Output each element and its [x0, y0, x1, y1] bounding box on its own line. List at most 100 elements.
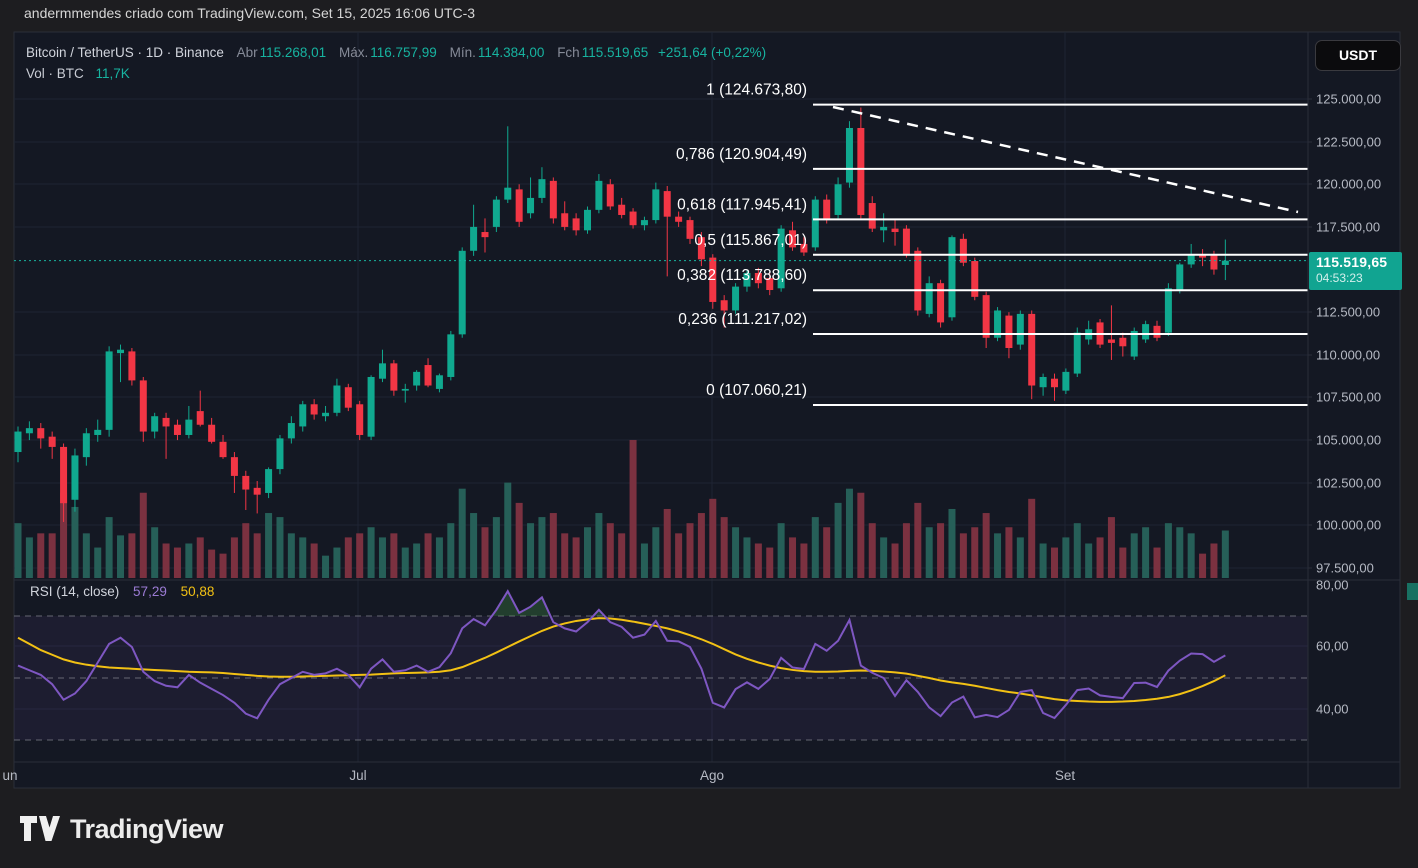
- volume-value: 11,7K: [95, 66, 130, 81]
- volume-bar: [675, 533, 683, 578]
- fib-level-label: 0,786 (120.904,49): [676, 146, 807, 163]
- candle-body: [413, 371, 421, 386]
- fib-retracement-drawing[interactable]: 1 (124.673,80) 0,786 (120.904,49) 0,618 (1…: [676, 82, 1308, 406]
- volume-bar: [652, 527, 660, 578]
- candle-body: [185, 419, 193, 435]
- price-axis-label[interactable]: 110.000,00: [1316, 348, 1380, 363]
- time-axis-label[interactable]: Jul: [349, 768, 366, 783]
- price-axis-label[interactable]: 120.000,00: [1316, 177, 1381, 192]
- candle-body: [253, 487, 261, 495]
- candle-body: [94, 429, 102, 435]
- candle-body: [128, 351, 136, 381]
- time-axis-label[interactable]: Ago: [700, 768, 724, 783]
- candle-body: [242, 475, 250, 490]
- candle-body: [959, 238, 967, 263]
- candle-body: [1130, 330, 1138, 357]
- volume-bar: [1119, 547, 1127, 578]
- volume-bar: [823, 527, 831, 578]
- price-axis-label[interactable]: 125.000,00: [1316, 92, 1381, 107]
- symbol-title[interactable]: Bitcoin / TetherUS · 1D · Binance: [26, 45, 224, 60]
- candle-body: [891, 228, 899, 233]
- candle-body: [1187, 254, 1195, 265]
- volume-bar: [891, 543, 899, 578]
- volume-bar: [743, 537, 751, 578]
- candle-body: [1153, 325, 1161, 338]
- candle-body: [845, 127, 853, 183]
- volume-bar: [265, 513, 273, 578]
- price-axis-label[interactable]: 112.500,00: [1316, 305, 1380, 320]
- candle-body: [595, 180, 603, 210]
- volume-bar: [162, 543, 170, 578]
- chart-widget-background: [13, 31, 1401, 789]
- time-axis-label[interactable]: un: [2, 768, 17, 783]
- trendline-drawing[interactable]: [832, 105, 1299, 214]
- change-value: +251,64 (+0,22%): [658, 45, 767, 60]
- volume-bar: [732, 527, 740, 578]
- candle-body: [1164, 288, 1172, 333]
- price-axis-label[interactable]: 105.000,00: [1316, 433, 1381, 448]
- volume-bar: [1221, 530, 1229, 578]
- candle-body: [834, 184, 842, 215]
- candle-body: [344, 387, 352, 408]
- candle-body: [424, 365, 432, 386]
- price-axis-label[interactable]: 100.000,00: [1316, 518, 1381, 533]
- volume-bar: [880, 537, 888, 578]
- candle-body: [732, 286, 740, 311]
- candle-body: [538, 179, 546, 198]
- volume-bar: [618, 533, 626, 578]
- volume-bar: [378, 537, 386, 578]
- volume-bar: [1073, 523, 1081, 578]
- candle-body: [1142, 324, 1150, 340]
- candle-body: [435, 375, 443, 389]
- candle-body: [492, 199, 500, 227]
- volume-bar: [663, 508, 671, 578]
- volume-pane: [14, 439, 1229, 578]
- rsi-pane-indicator[interactable]: [1407, 583, 1418, 600]
- price-axis-label[interactable]: 117.500,00: [1316, 220, 1380, 235]
- candle-body: [82, 433, 90, 458]
- current-price-badge[interactable]: 115.519,65 04:53:23: [1309, 252, 1402, 290]
- volume-bar: [629, 439, 637, 578]
- time-axis[interactable]: un Jul Ago Set: [2, 768, 1075, 783]
- volume-bar: [94, 547, 102, 578]
- volume-bar: [117, 535, 125, 578]
- candle-body: [14, 431, 22, 453]
- volume-bar: [139, 492, 147, 578]
- fib-level-label: 0,382 (113.788,60): [677, 267, 807, 284]
- currency-toggle-button[interactable]: USDT: [1315, 40, 1401, 71]
- candle-body: [1028, 313, 1036, 386]
- volume-bar: [561, 533, 569, 578]
- volume-bar: [1210, 543, 1218, 578]
- price-axis-label[interactable]: 107.500,00: [1316, 390, 1381, 405]
- volume-bar: [1153, 547, 1161, 578]
- candle-body: [1210, 254, 1218, 270]
- rsi-axis-label[interactable]: 40,00: [1316, 702, 1349, 717]
- volume-bar: [82, 533, 90, 578]
- price-axis-label[interactable]: 122.500,00: [1316, 135, 1381, 150]
- candle-body: [1221, 260, 1229, 265]
- volume-bar: [413, 543, 421, 578]
- candle-body: [458, 250, 466, 335]
- volume-bar: [515, 502, 523, 578]
- volume-bar: [48, 533, 56, 578]
- tradingview-logo[interactable]: TradingView: [20, 810, 224, 848]
- volume-bar: [549, 513, 557, 578]
- current-price-value: 115.519,65: [1316, 254, 1388, 270]
- candle-body: [208, 424, 216, 442]
- candle-body: [1050, 378, 1058, 388]
- price-axis-label[interactable]: 102.500,00: [1316, 476, 1381, 491]
- rsi-axis-label[interactable]: 60,00: [1316, 639, 1349, 654]
- volume-bar: [481, 527, 489, 578]
- attribution-text: andermmendes criado com TradingView.com,…: [24, 5, 476, 21]
- time-axis-label[interactable]: Set: [1055, 768, 1076, 783]
- price-axis[interactable]: 125.000,00 122.500,00 120.000,00 117.500,00…: [1308, 92, 1381, 717]
- price-axis-label[interactable]: 97.500,00: [1316, 561, 1374, 576]
- close-value: 115.519,65: [581, 45, 649, 60]
- rsi-axis-label[interactable]: 80,00: [1316, 578, 1349, 593]
- rsi-indicator-label[interactable]: RSI (14, close): [30, 584, 120, 599]
- volume-bar: [447, 523, 455, 578]
- candle-body: [378, 363, 386, 379]
- volume-bar: [1164, 523, 1172, 578]
